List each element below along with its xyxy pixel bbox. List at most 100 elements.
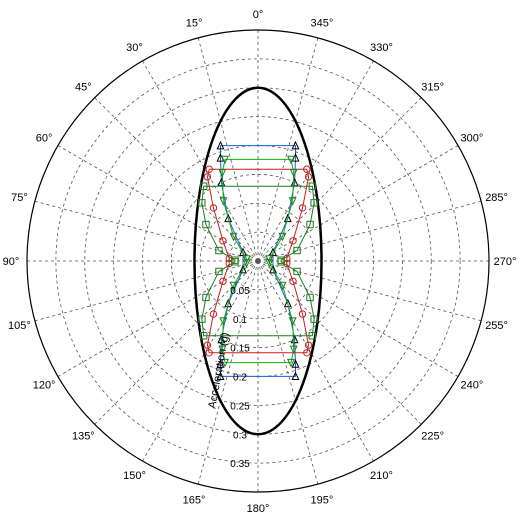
series-black [193, 86, 323, 436]
grid-spoke [257, 260, 482, 322]
radial-tick-label: 0.1 [233, 315, 247, 326]
data-point-marker [291, 140, 300, 150]
data-point-marker [288, 197, 297, 206]
data-point-marker [265, 255, 274, 264]
data-point-marker [298, 204, 307, 212]
angle-tick-label: 15° [186, 17, 203, 29]
data-point-marker [216, 359, 225, 368]
angle-tick-label: 315° [421, 81, 444, 93]
angle-tick-label: 270° [494, 256, 517, 268]
grid-spoke [34, 200, 259, 262]
series-line [221, 158, 295, 364]
angle-tick-label: 165° [183, 495, 206, 507]
radial-tick-label: 0.25 [230, 401, 250, 412]
grid-spoke [257, 260, 319, 485]
data-point-marker [303, 349, 311, 357]
angle-tick-label: 240° [461, 380, 484, 392]
data-point-marker [242, 255, 251, 264]
series-line [193, 86, 323, 436]
radial-tick-label: 0.05 [230, 286, 250, 297]
data-point-marker [229, 232, 238, 242]
data-point-marker [310, 315, 318, 323]
data-point-marker [298, 310, 307, 318]
data-point-marker [202, 220, 210, 229]
angle-tick-label: 345° [311, 17, 334, 29]
outer-circle [26, 29, 490, 493]
grid-spoke [257, 260, 459, 377]
grid-spoke [257, 260, 374, 462]
grid-spoke [257, 260, 422, 425]
data-point-marker [215, 267, 223, 276]
data-point-marker [218, 168, 227, 178]
data-point-marker [269, 264, 277, 274]
grid-spoke [142, 60, 259, 262]
data-point-marker [293, 267, 301, 276]
series-line [201, 185, 315, 337]
data-point-marker [216, 140, 225, 150]
data-point-marker [283, 298, 292, 308]
data-point-marker [283, 213, 292, 223]
data-point-marker [289, 277, 297, 285]
grid-circle [199, 202, 317, 320]
series-line [206, 168, 310, 354]
angle-tick-label: 105° [8, 320, 31, 332]
radial-tick-label: 0.15 [230, 344, 250, 355]
radial-tick-label: 0.35 [230, 459, 250, 470]
data-point-marker [242, 259, 251, 268]
data-point-marker [265, 259, 274, 268]
angle-tick-label: 60° [36, 133, 53, 145]
data-point-marker [303, 165, 311, 173]
data-point-marker [219, 317, 228, 326]
data-point-marker [198, 199, 206, 207]
grid-spoke [57, 260, 259, 377]
data-point-marker [278, 232, 287, 242]
data-point-marker [306, 293, 314, 302]
data-point-marker [203, 341, 212, 349]
data-point-marker [209, 310, 218, 318]
data-point-marker [202, 293, 210, 302]
angle-tick-label: 330° [370, 42, 393, 54]
data-point-marker [287, 155, 295, 165]
data-point-marker [199, 182, 208, 190]
series-line [219, 145, 297, 377]
grid-spoke [94, 260, 259, 425]
data-point-marker [308, 332, 317, 340]
series-darkgreen [198, 182, 318, 340]
data-point-marker [215, 246, 223, 255]
data-point-marker [219, 237, 227, 245]
data-point-marker [221, 358, 229, 368]
data-point-marker [199, 332, 208, 340]
polar-grid [26, 29, 490, 493]
angle-tick-label: 150° [123, 470, 146, 482]
angle-tick-label: 120° [33, 380, 56, 392]
data-point-marker [304, 173, 313, 181]
data-point-marker [216, 371, 225, 381]
data-point-marker [219, 197, 228, 206]
angle-tick-label: 255° [485, 320, 508, 332]
angle-tick-label: 210° [370, 470, 393, 482]
data-point-marker [291, 359, 300, 368]
grid-spoke [257, 145, 459, 262]
angle-tick-label: 90° [3, 256, 20, 268]
data-point-marker [205, 165, 213, 173]
grid-spoke [142, 260, 259, 462]
data-point-marker [209, 204, 218, 212]
data-point-marker [310, 199, 318, 207]
radial-tick-label: 0.2 [233, 373, 247, 384]
data-point-marker [205, 349, 213, 357]
data-point-marker [278, 281, 287, 291]
series-red [203, 165, 313, 357]
series-green [218, 155, 298, 368]
angle-tick-label: 75° [11, 192, 28, 204]
data-point-marker [289, 237, 297, 245]
data-point-marker [277, 256, 285, 264]
grid-spoke [257, 200, 482, 262]
data-point-marker [289, 345, 298, 355]
grid-spoke [257, 60, 374, 262]
data-point-marker [231, 258, 239, 266]
angle-tick-label: 0° [253, 9, 264, 21]
data-point-marker [288, 317, 297, 326]
angle-tick-label: 180° [247, 503, 270, 515]
angle-tick-label: 135° [72, 431, 95, 443]
